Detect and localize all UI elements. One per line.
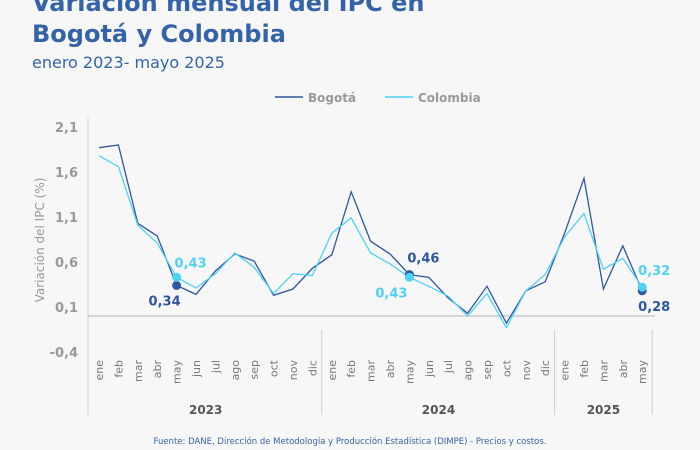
x-tick-label: oct <box>500 359 513 377</box>
x-tick-label: abr <box>617 360 630 379</box>
x-tick-label: abr <box>151 360 164 379</box>
x-tick-label: feb <box>112 360 125 378</box>
x-tick-label: feb <box>578 360 591 378</box>
x-tick-label: jul <box>442 360 455 374</box>
data-label: 0,43 <box>175 256 207 271</box>
x-tick-label: dic <box>539 360 552 376</box>
x-tick-label: abr <box>384 360 397 379</box>
data-label: 0,46 <box>407 252 439 267</box>
series-line-bogotá <box>98 144 643 325</box>
y-tick-label: 1,6 <box>55 166 78 181</box>
x-tick-label: nov <box>520 360 533 381</box>
x-tick-label: mar <box>597 360 610 382</box>
data-label: 0,43 <box>375 286 407 301</box>
y-tick-label: -0,4 <box>50 346 78 361</box>
data-point-marker <box>404 272 414 282</box>
x-tick-label: may <box>403 360 416 384</box>
x-tick-label: feb <box>345 360 358 378</box>
data-label: 0,28 <box>638 300 670 315</box>
x-tick-label: oct <box>268 359 281 377</box>
x-tick-label: ene <box>326 360 339 381</box>
x-tick-label: nov <box>287 360 300 381</box>
source-note: Fuente: DANE, Dirección de Metodología y… <box>153 437 547 447</box>
legend-label: Bogotá <box>308 91 356 105</box>
y-axis-label: Variación del IPC (%) <box>33 178 47 303</box>
y-tick-label: 1,1 <box>55 211 78 226</box>
x-tick-label: may <box>636 360 649 384</box>
year-label: 2025 <box>587 403 620 417</box>
year-label: 2023 <box>189 403 222 417</box>
x-tick-label: jun <box>423 360 436 378</box>
data-point-marker <box>637 282 647 292</box>
x-tick-label: jun <box>190 360 203 378</box>
chart-subtitle: enero 2023- mayo 2025 <box>32 53 225 72</box>
x-tick-label: mar <box>365 360 378 382</box>
series-line-colombia <box>98 155 643 330</box>
y-tick-label: 2,1 <box>55 121 78 136</box>
x-tick-label: sep <box>481 360 494 379</box>
title-line-2: Bogotá y Colombia <box>32 20 286 48</box>
legend-label: Colombia <box>418 91 481 105</box>
x-tick-label: sep <box>248 360 261 379</box>
y-tick-label: 0,1 <box>55 301 78 316</box>
x-tick-label: ene <box>93 360 106 381</box>
x-tick-label: ene <box>559 360 572 381</box>
x-tick-label: ago <box>229 360 242 381</box>
chart-title: Variación mensual del IPC en Bogotá y Col… <box>32 0 425 50</box>
data-point-marker <box>172 272 182 282</box>
year-label: 2024 <box>422 403 455 417</box>
x-tick-label: may <box>171 360 184 384</box>
x-tick-label: jul <box>209 360 222 374</box>
x-tick-label: mar <box>132 360 145 382</box>
data-label: 0,32 <box>638 264 670 279</box>
data-label: 0,34 <box>149 294 181 309</box>
data-point-marker <box>172 280 182 290</box>
x-tick-label: ago <box>462 360 475 381</box>
x-tick-label: dic <box>306 360 319 376</box>
title-line-1: Variación mensual del IPC en <box>32 0 425 17</box>
y-tick-label: 0,6 <box>55 256 78 271</box>
